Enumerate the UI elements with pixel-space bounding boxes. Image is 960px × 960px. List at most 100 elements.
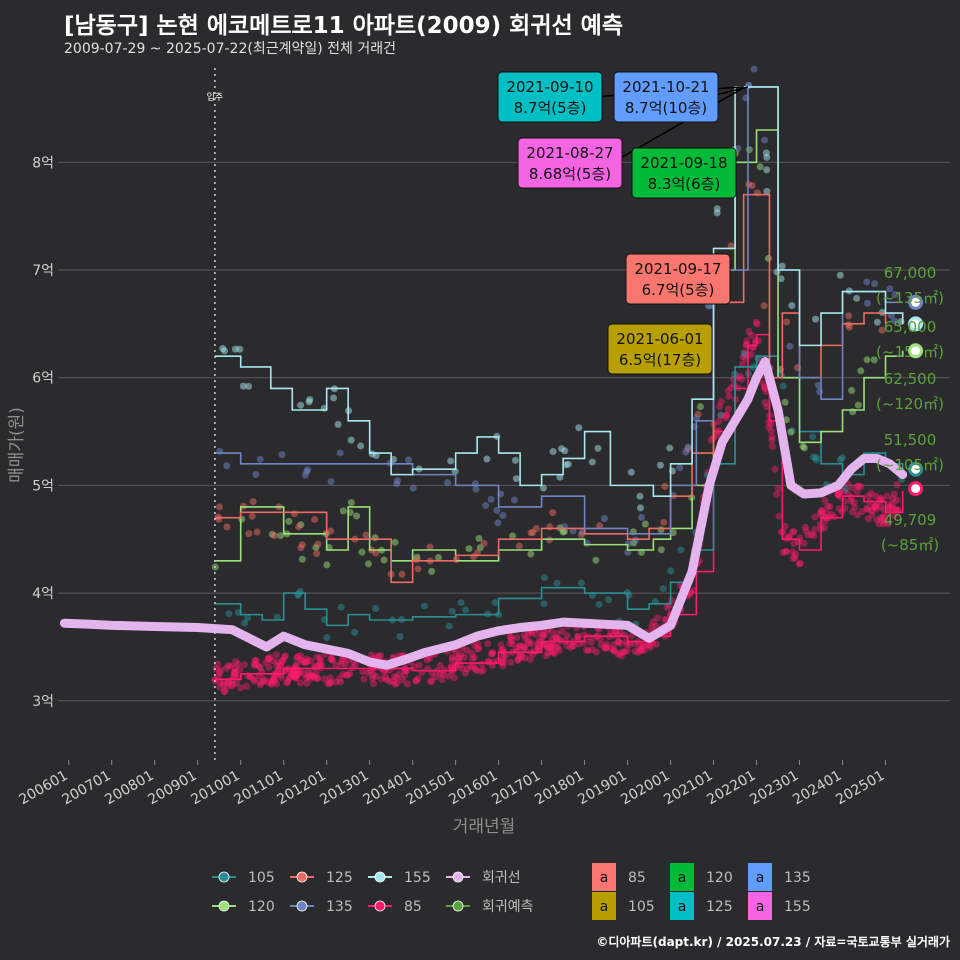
scatter-point-155 (594, 444, 602, 452)
scatter-point-85 (864, 492, 872, 500)
scatter-point-120 (465, 545, 473, 553)
scatter-point-85 (304, 668, 312, 676)
series-line-120 (214, 129, 904, 562)
scatter-point-85 (271, 676, 279, 684)
scatter-point-85 (663, 604, 671, 612)
scatter-point-105 (577, 579, 585, 587)
scatter-point-155 (347, 436, 355, 444)
scatter-point-85 (324, 680, 332, 688)
scatter-point-155 (812, 315, 820, 323)
x-tick-label: 200701 (59, 768, 113, 809)
legend-box-key (592, 863, 616, 891)
scatter-point-85 (853, 511, 861, 519)
scatter-point-85 (623, 647, 631, 655)
x-tick-label: 202001 (618, 768, 672, 809)
scatter-point-85 (474, 645, 482, 653)
scatter-point-135 (676, 464, 684, 472)
scatter-point-85 (738, 375, 746, 383)
scatter-point-85 (548, 647, 556, 655)
scatter-point-85 (360, 675, 368, 683)
scatter-point-85 (292, 660, 300, 668)
scatter-point-85 (386, 678, 394, 686)
scatter-point-85 (816, 508, 824, 516)
annotation-box-120 (631, 147, 737, 199)
scatter-point-85 (864, 505, 872, 513)
scatter-point-135 (404, 456, 412, 464)
y-axis-title: 매매가(원) (7, 407, 27, 483)
scatter-point-120 (371, 534, 379, 542)
scatter-point-85 (558, 627, 566, 635)
scatter-point-85 (752, 318, 760, 326)
scatter-point-125 (298, 541, 306, 549)
scatter-point-85 (612, 628, 620, 636)
scatter-point-85 (864, 515, 872, 523)
scatter-point-85 (221, 688, 229, 696)
scatter-point-85 (790, 539, 798, 547)
scatter-point-85 (349, 664, 357, 672)
scatter-point-85 (526, 655, 534, 663)
legend-box-glyph: a (600, 870, 609, 886)
scatter-point-85 (369, 671, 377, 679)
scatter-point-85 (489, 649, 497, 657)
scatter-point-85 (824, 502, 832, 510)
scatter-point-85 (427, 677, 435, 685)
scatter-point-85 (401, 666, 409, 674)
scatter-point-85 (810, 531, 818, 539)
x-tick-label: 202101 (661, 768, 715, 809)
scatter-point-85 (463, 646, 471, 654)
scatter-point-85 (376, 651, 384, 659)
scatter-point-85 (230, 668, 238, 676)
scatter-point-85 (315, 661, 323, 669)
scatter-point-85 (256, 664, 264, 672)
scatter-point-85 (527, 640, 535, 648)
scatter-point-85 (257, 679, 265, 687)
scatter-point-120 (353, 512, 361, 520)
scatter-point-85 (233, 679, 241, 687)
scatter-point-85 (771, 465, 779, 473)
scatter-point-85 (723, 411, 731, 419)
scatter-point-155 (666, 444, 674, 452)
scatter-point-85 (877, 494, 885, 502)
scatter-point-135 (637, 513, 645, 521)
scatter-point-105 (605, 596, 613, 604)
scatter-point-85 (484, 640, 492, 648)
scatter-point-85 (351, 661, 359, 669)
scatter-point-105 (296, 588, 304, 596)
scatter-point-85 (872, 505, 880, 513)
scatter-point-85 (338, 657, 346, 665)
scatter-point-85 (637, 646, 645, 654)
scatter-point-85 (517, 653, 525, 661)
scatter-point-125 (414, 565, 422, 573)
scatter-point-85 (403, 680, 411, 688)
scatter-point-85 (534, 645, 542, 653)
scatter-point-120 (285, 517, 293, 525)
legend-box-label: 105 (628, 899, 655, 915)
scatter-point-120 (358, 548, 366, 556)
scatter-point-85 (287, 670, 295, 678)
chart-title: [남동구] 논현 에코메트로11 아파트(2009) 회귀선 예측 (64, 13, 623, 39)
scatter-point-155 (873, 318, 881, 326)
legend-line-label: 85 (404, 899, 422, 915)
scatter-point-85 (223, 682, 231, 690)
scatter-point-135 (600, 515, 608, 523)
scatter-point-85 (893, 496, 901, 504)
scatter-point-85 (724, 387, 732, 395)
scatter-point-135 (472, 485, 480, 493)
scatter-point-85 (489, 650, 497, 658)
scatter-point-85 (470, 662, 478, 670)
scatter-point-85 (447, 663, 455, 671)
scatter-point-85 (574, 632, 582, 640)
scatter-point-85 (722, 411, 730, 419)
scatter-point-85 (534, 642, 542, 650)
scatter-point-85 (616, 629, 624, 637)
scatter-point-85 (835, 490, 843, 498)
scatter-point-85 (427, 678, 435, 686)
scatter-point-85 (743, 337, 751, 345)
scatter-point-85 (631, 647, 639, 655)
scatter-point-85 (811, 513, 819, 521)
scatter-point-85 (415, 661, 423, 669)
scatter-point-155 (512, 475, 520, 483)
scatter-point-85 (760, 383, 768, 391)
scatter-point-120 (787, 428, 795, 436)
scatter-point-105 (445, 622, 453, 630)
